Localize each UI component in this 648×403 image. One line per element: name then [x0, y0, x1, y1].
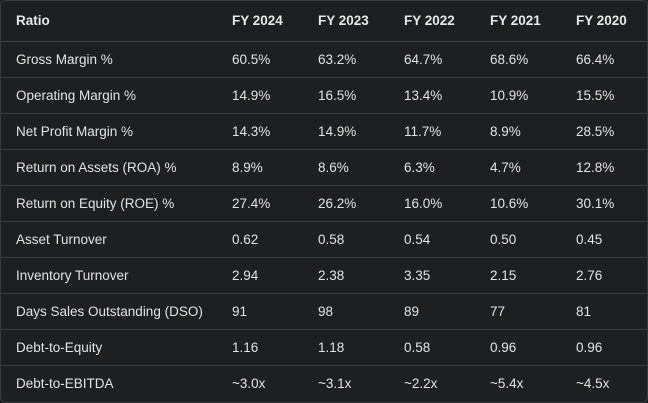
cell-fy-2024: 14.3% [232, 123, 271, 139]
ratio-name: Asset Turnover [16, 231, 107, 247]
cell-fy-2024: 60.5% [232, 51, 271, 67]
ratio-name: Debt-to-EBITDA [16, 375, 114, 391]
cell-fy-2024: 91 [232, 303, 248, 319]
header-fy-2020: FY 2020 [576, 13, 627, 29]
cell-fy-2022: 64.7% [404, 51, 443, 67]
cell-fy-2021: 0.96 [490, 339, 517, 355]
cell-fy-2023: 0.58 [318, 231, 345, 247]
cell-fy-2022: 89 [404, 303, 420, 319]
cell-fy-2022: 3.35 [404, 267, 431, 283]
cell-fy-2023: 14.9% [318, 123, 357, 139]
cell-fy-2020: 2.76 [576, 267, 603, 283]
cell-fy-2024: 0.62 [232, 231, 259, 247]
table-row: Gross Margin % 60.5% 63.2% 64.7% 68.6% 6… [1, 41, 647, 77]
cell-fy-2022: 0.58 [404, 339, 431, 355]
header-fy-2022: FY 2022 [404, 13, 455, 29]
cell-fy-2023: 2.38 [318, 267, 345, 283]
cell-fy-2024: 2.94 [232, 267, 259, 283]
cell-fy-2020: ~4.5x [576, 375, 610, 391]
header-fy-2024: FY 2024 [232, 13, 283, 29]
cell-fy-2021: 4.7% [490, 159, 521, 175]
ratio-name: Net Profit Margin % [16, 123, 134, 139]
ratio-name: Gross Margin % [16, 51, 113, 67]
table-row: Debt-to-EBITDA ~3.0x ~3.1x ~2.2x ~5.4x ~… [1, 365, 647, 401]
cell-fy-2023: 26.2% [318, 195, 357, 211]
table-row: Return on Equity (ROE) % 27.4% 26.2% 16.… [1, 185, 647, 221]
cell-fy-2021: ~5.4x [490, 375, 524, 391]
table-row: Days Sales Outstanding (DSO) 91 98 89 77… [1, 293, 647, 329]
cell-fy-2023: 98 [318, 303, 334, 319]
cell-fy-2021: 10.6% [490, 195, 529, 211]
table-header: Ratio FY 2024 FY 2023 FY 2022 FY 2021 FY… [1, 1, 647, 41]
cell-fy-2020: 12.8% [576, 159, 615, 175]
cell-fy-2022: 0.54 [404, 231, 431, 247]
ratio-name: Debt-to-Equity [16, 339, 103, 355]
cell-fy-2023: 63.2% [318, 51, 357, 67]
cell-fy-2024: ~3.0x [232, 375, 266, 391]
cell-fy-2023: 1.18 [318, 339, 345, 355]
cell-fy-2022: ~2.2x [404, 375, 438, 391]
ratio-name: Return on Assets (ROA) % [16, 159, 177, 175]
cell-fy-2020: 81 [576, 303, 592, 319]
cell-fy-2024: 8.9% [232, 159, 263, 175]
table-row: Net Profit Margin % 14.3% 14.9% 11.7% 8.… [1, 113, 647, 149]
table-body: Gross Margin % 60.5% 63.2% 64.7% 68.6% 6… [1, 41, 647, 401]
cell-fy-2021: 77 [490, 303, 506, 319]
cell-fy-2020: 28.5% [576, 123, 615, 139]
cell-fy-2024: 14.9% [232, 87, 271, 103]
cell-fy-2021: 10.9% [490, 87, 529, 103]
cell-fy-2022: 6.3% [404, 159, 435, 175]
cell-fy-2020: 0.45 [576, 231, 603, 247]
cell-fy-2021: 0.50 [490, 231, 517, 247]
cell-fy-2024: 1.16 [232, 339, 259, 355]
table-row: Return on Assets (ROA) % 8.9% 8.6% 6.3% … [1, 149, 647, 185]
cell-fy-2021: 68.6% [490, 51, 529, 67]
table-row: Debt-to-Equity 1.16 1.18 0.58 0.96 0.96 [1, 329, 647, 365]
cell-fy-2022: 13.4% [404, 87, 443, 103]
cell-fy-2020: 0.96 [576, 339, 603, 355]
cell-fy-2023: 16.5% [318, 87, 357, 103]
header-row: Ratio FY 2024 FY 2023 FY 2022 FY 2021 FY… [1, 1, 647, 41]
table-row: Inventory Turnover 2.94 2.38 3.35 2.15 2… [1, 257, 647, 293]
table-row: Operating Margin % 14.9% 16.5% 13.4% 10.… [1, 77, 647, 113]
ratio-name: Days Sales Outstanding (DSO) [16, 303, 203, 319]
table-row: Asset Turnover 0.62 0.58 0.54 0.50 0.45 [1, 221, 647, 257]
header-fy-2023: FY 2023 [318, 13, 369, 29]
header-ratio: Ratio [16, 13, 50, 29]
ratio-name: Operating Margin % [16, 87, 137, 103]
cell-fy-2021: 2.15 [490, 267, 517, 283]
cell-fy-2023: 8.6% [318, 159, 349, 175]
cell-fy-2020: 15.5% [576, 87, 615, 103]
header-fy-2021: FY 2021 [490, 13, 541, 29]
cell-fy-2020: 30.1% [576, 195, 615, 211]
cell-fy-2022: 11.7% [404, 123, 442, 139]
cell-fy-2021: 8.9% [490, 123, 521, 139]
ratio-name: Return on Equity (ROE) % [16, 195, 175, 211]
ratio-name: Inventory Turnover [16, 267, 129, 283]
cell-fy-2022: 16.0% [404, 195, 443, 211]
cell-fy-2024: 27.4% [232, 195, 271, 211]
cell-fy-2023: ~3.1x [318, 375, 352, 391]
cell-fy-2020: 66.4% [576, 51, 615, 67]
